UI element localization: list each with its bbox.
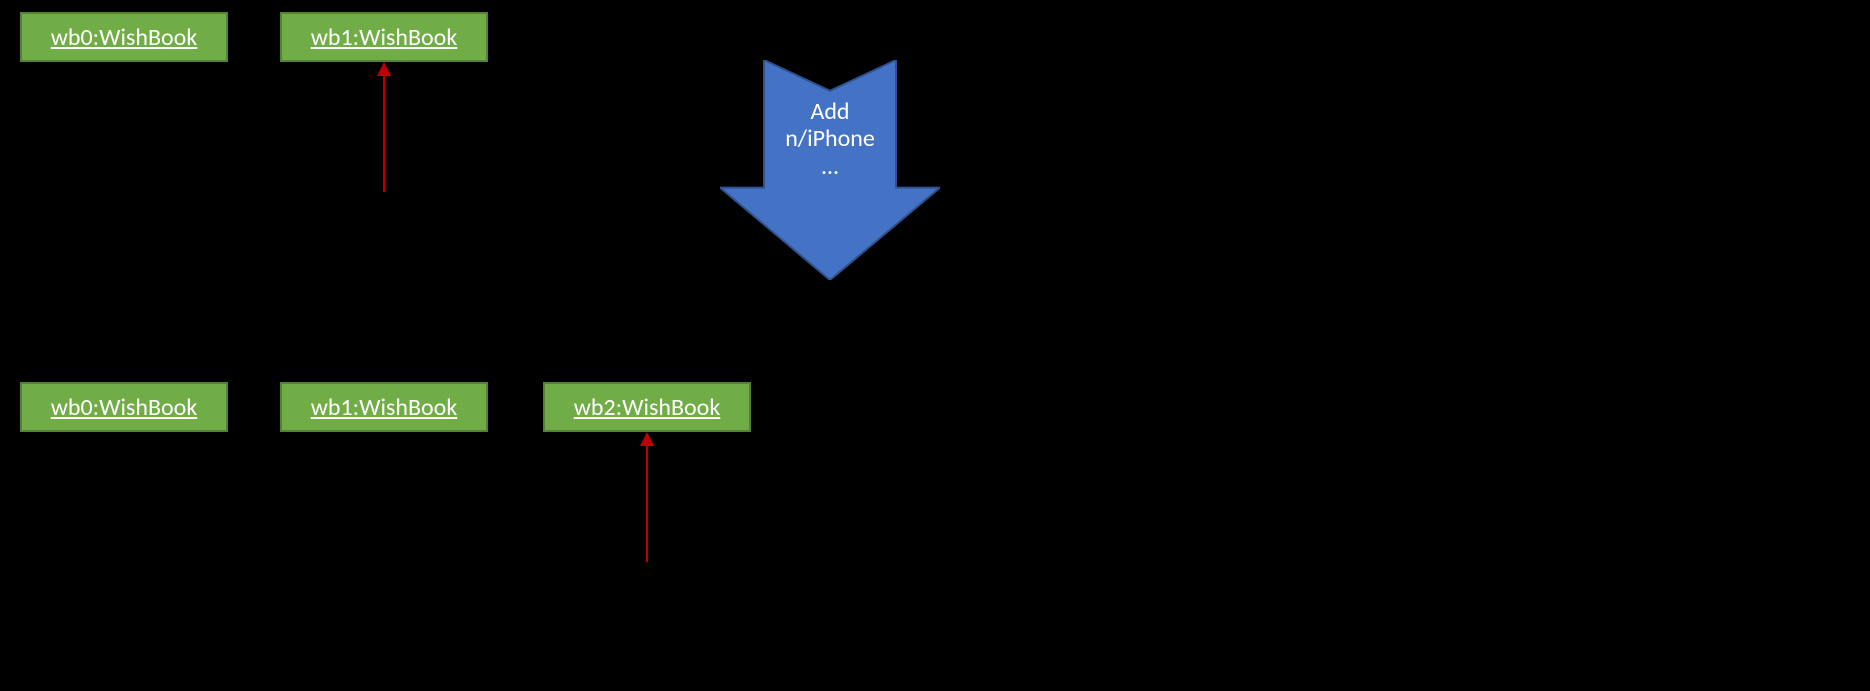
node-label: wb1:WishBook xyxy=(311,23,457,52)
pointer-ptr-bottom xyxy=(640,432,654,562)
node-wb0-top: wb0:WishBook xyxy=(20,12,228,62)
node-label: wb0:WishBook xyxy=(51,23,197,52)
node-wb2-bottom: wb2:WishBook xyxy=(543,382,751,432)
node-wb1-top: wb1:WishBook xyxy=(280,12,488,62)
arrow-shaft xyxy=(383,76,385,192)
node-label: wb1:WishBook xyxy=(311,393,457,422)
arrow-head-icon xyxy=(377,62,391,76)
node-label: wb0:WishBook xyxy=(51,393,197,422)
diagram-stage: wb0:WishBook wb1:WishBook wb0:WishBook wb1:… xyxy=(0,0,1870,691)
node-label: wb2:WishBook xyxy=(574,393,720,422)
arrow-shaft xyxy=(646,446,648,562)
arrow-head-icon xyxy=(640,432,654,446)
node-wb0-bottom: wb0:WishBook xyxy=(20,382,228,432)
action-arrow-label: Addn/iPhone… xyxy=(720,98,940,181)
node-wb1-bottom: wb1:WishBook xyxy=(280,382,488,432)
pointer-ptr-top xyxy=(377,62,391,192)
action-arrow: Addn/iPhone… xyxy=(720,60,940,280)
